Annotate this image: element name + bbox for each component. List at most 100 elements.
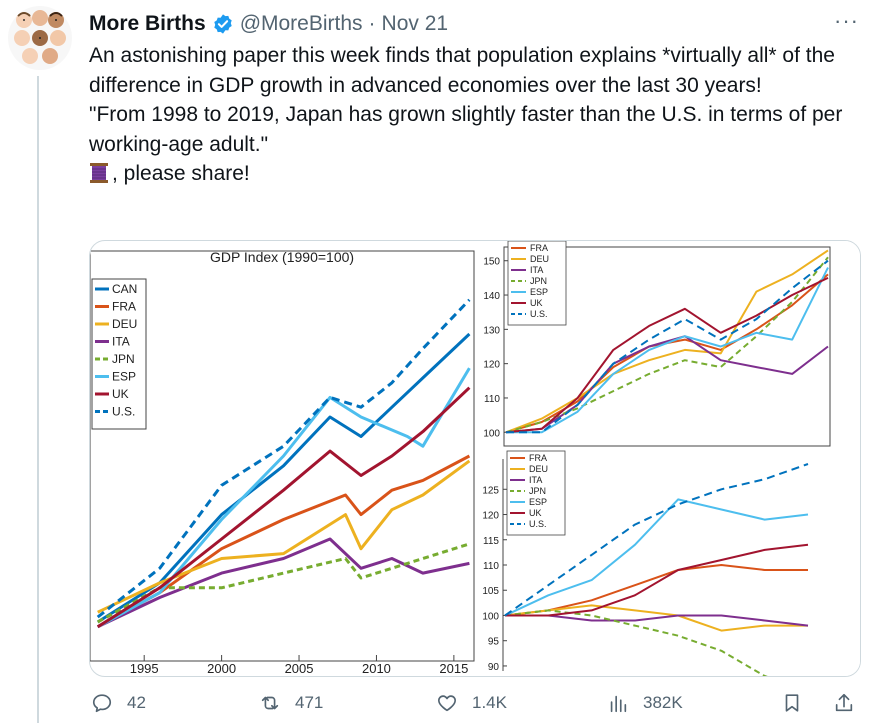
series-line-ita [97,537,470,629]
series-line-jpn [96,542,470,624]
share-button[interactable] [833,692,855,714]
tweet-date[interactable]: Nov 21 [381,12,449,35]
repost-count: 471 [295,693,324,712]
share-request-text: , please share! [112,162,250,185]
tweet-header: More Births @MoreBirths · Nov 21 [89,10,448,38]
series-line-esp [504,498,809,617]
tweet-paragraph: An astonishing paper this week finds tha… [89,44,835,97]
x-tick-label: 1995 [130,661,159,676]
y-tick-label: 105 [482,586,499,597]
legend-label: ESP [530,287,548,297]
y-tick-label: 140 [483,291,500,302]
legend-label: JPN [529,486,546,496]
author-handle[interactable]: @MoreBirths [239,12,363,35]
series-line-fra [96,454,471,629]
x-tick-label: 2015 [439,661,468,676]
like-count: 1.4K [472,693,507,712]
share-icon [835,693,853,712]
series-line-deu [505,249,829,434]
series-line-esp [506,267,829,434]
x-tick-label: 2010 [362,661,391,676]
verified-badge-icon [213,14,232,34]
legend-label: ITA [530,265,543,275]
legend-label: FRA [112,300,136,314]
y-tick-label: 100 [482,611,499,622]
avatar[interactable] [8,6,72,70]
legend-label: JPN [530,276,547,286]
y-tick-label: 150 [483,257,500,268]
series-line-uk [96,386,471,629]
series-line-esp [96,367,471,629]
y-tick-label: 110 [483,561,499,572]
legend-box [91,278,147,430]
reply-icon [92,694,112,713]
thread-spool-icon [90,163,108,183]
series-line-us. [506,259,829,434]
series-line-ita [505,614,809,627]
tweet-paragraph: "From 1998 to 2019, Japan has grown slig… [89,103,843,156]
y-tick-label: 90 [488,662,500,673]
legend-label: ESP [112,370,136,384]
reply-count: 42 [127,693,146,712]
series-line-uk [505,543,809,617]
thread-line [37,76,39,723]
series-line-jpn [505,256,829,434]
legend-box [506,450,566,536]
chart-image: GDP Index (1990=100) 1995 2000 2005 2010 2015… [90,241,860,676]
separator-dot: · [368,12,376,35]
legend-label: ITA [529,475,542,485]
series-line-us. [504,463,809,617]
series-line-deu [97,459,471,614]
y-tick-label: 110 [484,394,500,405]
legend-label: U.S. [530,309,548,319]
legend-label: FRA [530,243,548,253]
y-tick-label: 95 [488,637,500,648]
action-bar: 42 471 1.4K 382K [89,692,859,720]
heart-icon [438,695,456,712]
legend-label: U.S. [529,519,547,529]
bookmark-button[interactable] [781,692,803,714]
more-options-button[interactable]: ··· [834,8,859,33]
tweet-media-image[interactable]: GDP Index (1990=100) 1995 2000 2005 2010 2015… [89,240,861,677]
series-line-deu [504,604,808,632]
series-line-can [96,332,471,624]
series-line-uk [505,276,829,434]
like-button[interactable]: 1.4K [436,692,507,714]
y-tick-label: 115 [483,536,499,547]
panel-frame [503,246,831,447]
legend-label: DEU [530,254,549,264]
y-tick-label: 130 [483,325,500,336]
legend-label: DEU [529,464,548,474]
baby-face-icon [14,10,66,64]
author-name[interactable]: More Births [89,12,206,35]
reply-button[interactable]: 42 [91,692,146,714]
y-tick-label: 120 [482,511,499,522]
view-count: 382K [643,693,683,712]
analytics-icon [610,695,627,713]
repost-button[interactable]: 471 [259,692,323,714]
legend-label: JPN [112,352,135,366]
legend-label: UK [530,298,543,308]
legend-label: UK [112,387,129,401]
legend-label: CAN [112,282,137,296]
legend-label: FRA [529,453,547,463]
legend-label: ITA [112,335,130,349]
legend-label: UK [529,508,542,518]
tweet-text: An astonishing paper this week finds tha… [89,41,859,189]
legend-label: ESP [529,497,547,507]
y-tick-label: 120 [483,360,500,371]
repost-icon [261,696,279,710]
x-tick-label: 2000 [207,661,236,676]
y-tick-label: 100 [483,428,500,439]
series-line-jpn [504,609,768,676]
x-tick-label: 2005 [285,661,314,676]
legend-label: DEU [112,317,137,331]
chart-title: GDP Index (1990=100) [210,249,354,265]
y-tick-label: 125 [482,485,499,496]
legend-label: U.S. [112,405,135,419]
bookmark-icon [785,694,799,712]
tweet-paragraph: , please share! [89,159,859,189]
legend-box [507,241,567,326]
series-line-ita [505,335,829,434]
views-button[interactable]: 382K [607,692,683,714]
